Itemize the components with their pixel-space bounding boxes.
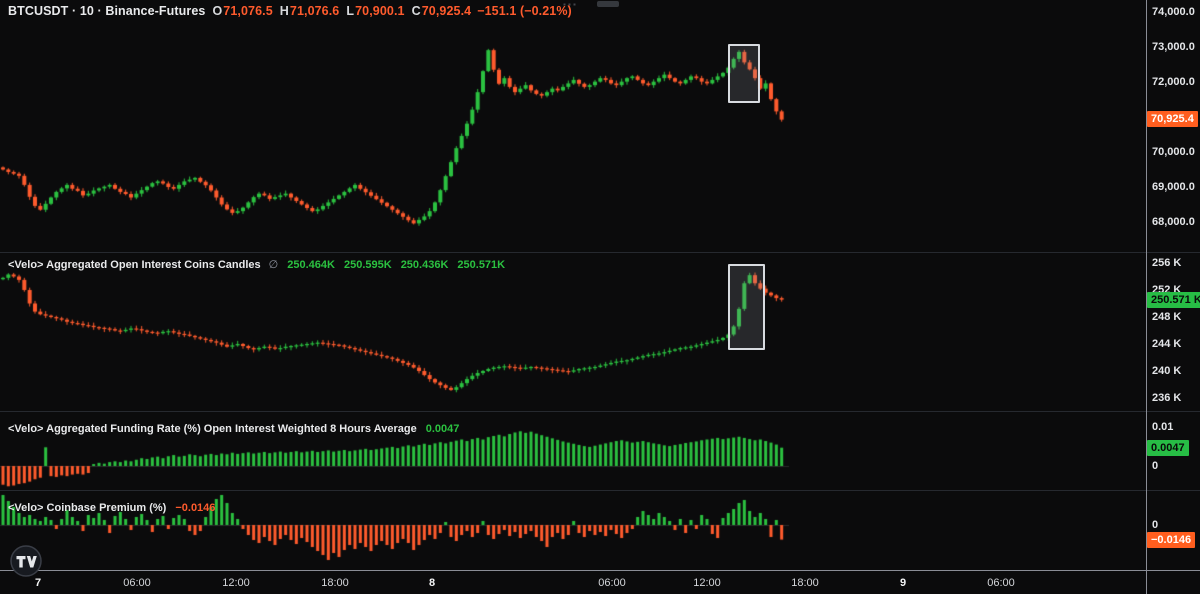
oi-close-value: 250.571K [457, 259, 506, 271]
high-label: H [279, 4, 289, 18]
pane-separator[interactable] [0, 252, 1200, 253]
last-price-badge: 70,925.4 [1147, 111, 1198, 127]
axis-tick-label: 70,000.0 [1152, 146, 1195, 158]
axis-tick-label: 240 K [1152, 365, 1182, 377]
time-tick-hour: 12:00 [693, 577, 721, 589]
pane-resize-handle[interactable] [597, 1, 619, 7]
axis-tick-label: 244 K [1152, 338, 1182, 350]
funding-rate-pane-title[interactable]: <Velo> Aggregated Funding Rate (%) Open … [8, 423, 459, 435]
axis-tick-label: 0 [1152, 460, 1159, 472]
average-symbol: ∅ [268, 259, 279, 271]
oi-open-value: 250.464K [287, 259, 335, 271]
coinbase-premium-pane-title[interactable]: <Velo> Coinbase Premium (%) −0.0146 [8, 502, 215, 514]
time-tick-hour: 06:00 [123, 577, 151, 589]
open-interest-pane-canvas[interactable] [0, 252, 1146, 411]
axis-tick-label: 0 [1152, 519, 1159, 531]
funding-rate-pane-canvas[interactable] [0, 411, 1146, 490]
price-pane-canvas[interactable] [0, 0, 1146, 252]
time-tick-day: 8 [428, 577, 436, 589]
axis-tick-label: 73,000.0 [1152, 41, 1195, 53]
time-tick-hour: 12:00 [222, 577, 250, 589]
open-interest-pane-title[interactable]: <Velo> Aggregated Open Interest Coins Ca… [8, 258, 505, 271]
time-axis-border [0, 570, 1200, 571]
symbol-title: BTCUSDT · 10 · Binance-Futures [8, 4, 206, 18]
oi-low-value: 250.436K [400, 259, 449, 271]
coinbase-premium-pane-canvas[interactable] [0, 490, 1146, 570]
coinbase-premium-title-text: <Velo> Coinbase Premium (%) [8, 502, 167, 514]
pane-separator[interactable] [0, 411, 1200, 412]
axis-tick-label: 256 K [1152, 257, 1182, 269]
time-tick-hour: 06:00 [598, 577, 626, 589]
highlight-box-price[interactable] [728, 44, 760, 103]
axis-tick-label: 68,000.0 [1152, 216, 1195, 228]
axis-tick-label: 74,000.0 [1152, 6, 1195, 18]
change-value: −151.1 (−0.21%) [477, 4, 572, 18]
axis-tick-label: 248 K [1152, 311, 1182, 323]
axis-tick-label: 72,000.0 [1152, 76, 1195, 88]
low-label: L [346, 4, 355, 18]
open-value: 71,076.5 [223, 4, 273, 18]
funding-rate-badge: 0.0047 [1147, 440, 1189, 456]
open-interest-badge: 250.571 K [1147, 292, 1200, 308]
oi-high-value: 250.595K [343, 259, 392, 271]
coinbase-premium-value: −0.0146 [175, 502, 216, 514]
time-tick-hour: 18:00 [321, 577, 349, 589]
high-value: 71,076.6 [289, 4, 340, 18]
close-value: 70,925.4 [421, 4, 472, 18]
funding-rate-value: 0.0047 [425, 423, 460, 435]
coinbase-premium-badge: −0.0146 [1147, 532, 1196, 548]
axis-tick-label: 0.01 [1152, 421, 1174, 433]
price-axis-border [1146, 0, 1147, 594]
pane-drag-dots-icon[interactable] [562, 3, 576, 6]
highlight-box-open-interest[interactable] [728, 264, 765, 350]
time-tick-hour: 06:00 [987, 577, 1015, 589]
symbol-header[interactable]: BTCUSDT · 10 · Binance-Futures O71,076.5 H… [8, 4, 572, 18]
tradingview-logo[interactable] [10, 545, 42, 577]
time-tick-hour: 18:00 [791, 577, 819, 589]
axis-tick-label: 236 K [1152, 392, 1182, 404]
pane-separator[interactable] [0, 490, 1200, 491]
time-tick-day: 7 [34, 577, 42, 589]
open-label: O [212, 4, 223, 18]
funding-rate-title-text: <Velo> Aggregated Funding Rate (%) Open … [8, 423, 417, 435]
time-tick-day: 9 [899, 577, 907, 589]
axis-tick-label: 69,000.0 [1152, 181, 1195, 193]
open-interest-title-text: <Velo> Aggregated Open Interest Coins Ca… [8, 259, 261, 271]
low-value: 70,900.1 [355, 4, 405, 18]
close-label: C [411, 4, 421, 18]
